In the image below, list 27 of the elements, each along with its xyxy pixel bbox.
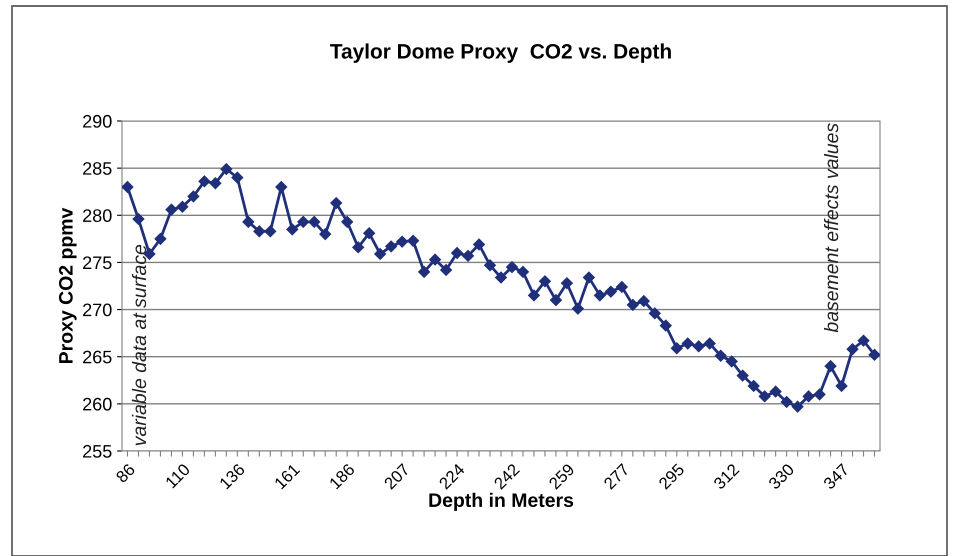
- x-tick-label: 110: [164, 462, 191, 489]
- x-tick-label: 224: [438, 462, 466, 490]
- y-tick-label: 285: [83, 162, 112, 175]
- x-tick-label: 86: [115, 462, 136, 484]
- x-axis-title: Depth in Meters: [429, 492, 574, 511]
- y-tick-label: 270: [83, 304, 112, 316]
- x-tick-label: 186: [328, 462, 356, 490]
- x-tick-label: 207: [383, 463, 410, 490]
- annotation: variable data at surface: [132, 244, 146, 446]
- x-tick-label: 312: [712, 463, 740, 490]
- y-tick-label: 290: [83, 114, 112, 128]
- x-tick-label: 330: [768, 462, 795, 490]
- x-tick-label: 161: [274, 462, 300, 490]
- y-tick-label: 280: [83, 209, 112, 222]
- y-tick-label: 260: [83, 398, 112, 411]
- chart-title: Taylor Dome Proxy CO2 vs. Depth: [330, 43, 671, 63]
- x-tick-label: 347: [822, 463, 850, 490]
- x-tick-label: 277: [603, 463, 630, 490]
- x-tick-label: 242: [493, 463, 520, 490]
- x-tick-label: 136: [218, 462, 246, 490]
- y-axis-title: Proxy CO2 ppmv: [58, 208, 77, 364]
- y-tick-label: 255: [83, 444, 112, 458]
- x-tick-label: 295: [658, 462, 685, 490]
- annotation: basement effects values: [824, 123, 838, 332]
- x-tick-label: 259: [548, 462, 576, 490]
- y-tick-label: 265: [83, 350, 112, 364]
- y-tick-label: 275: [83, 256, 112, 270]
